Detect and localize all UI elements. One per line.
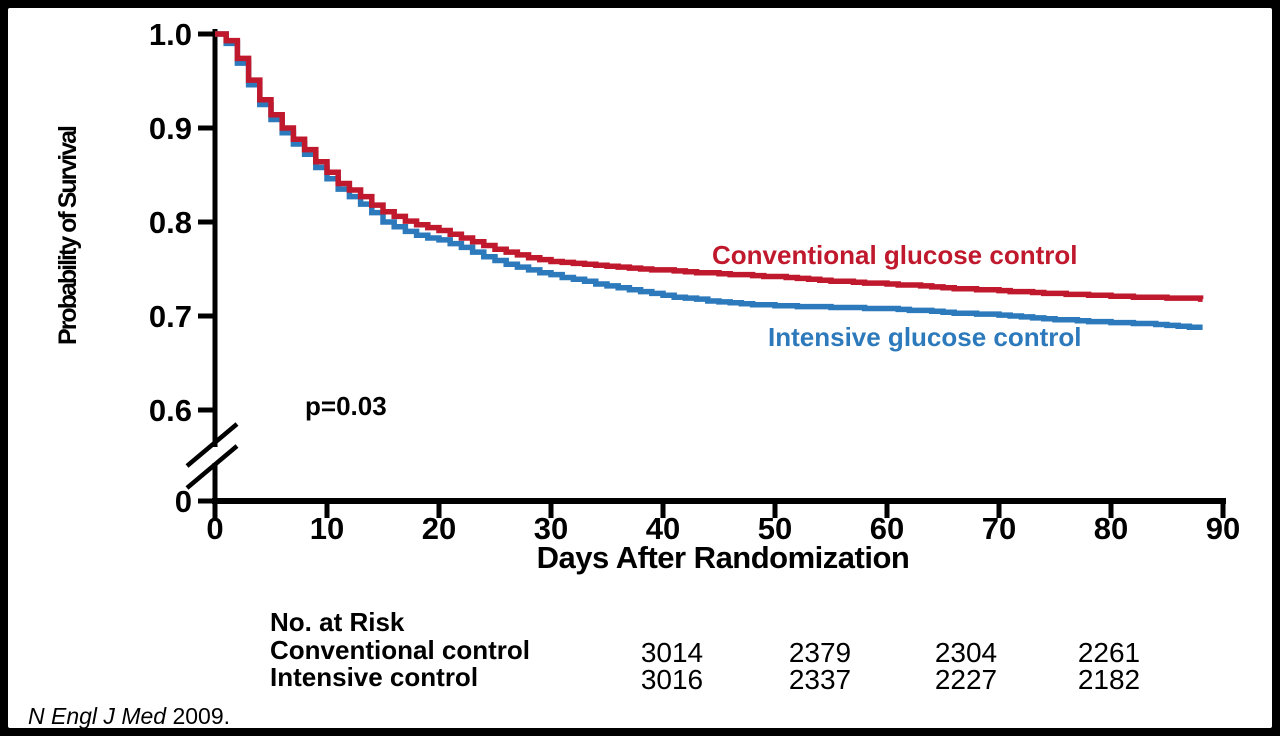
x-tick-label-80: 80: [1094, 511, 1128, 546]
x-tick-label-60: 60: [870, 511, 904, 546]
risk-row-conventional-label: Conventional control: [270, 635, 530, 665]
risk-value: 2261: [1077, 637, 1141, 668]
citation-year: 2009.: [166, 703, 231, 729]
risk-value: 3014: [640, 637, 704, 668]
legend-intensive-label: Intensive glucose control: [768, 322, 1082, 352]
risk-row-intensive-label: Intensive control: [270, 662, 479, 692]
y-tick-label-0.7: 0.7: [149, 299, 192, 334]
x-tick-label-0: 0: [206, 511, 223, 546]
x-tick-label-40: 40: [646, 511, 680, 546]
x-tick-label-30: 30: [534, 511, 568, 546]
x-tick-label-20: 20: [422, 511, 456, 546]
generated-chart-content: 1.0 0.9 0.8 0.7 0.6 00 10 20 30 40 50 60 70 80 90: [149, 17, 1240, 546]
survival-curve-intensive: [215, 31, 1203, 331]
y-tick-label-0: 0: [175, 484, 192, 519]
risk-value: 2304: [934, 637, 998, 668]
y-tick-label-0.6: 0.6: [149, 393, 192, 428]
risk-value: 2227: [934, 664, 998, 695]
citation: N Engl J Med 2009.: [28, 703, 231, 729]
x-tick-label-50: 50: [758, 511, 792, 546]
risk-value: 2182: [1077, 664, 1141, 695]
risk-value: 3016: [640, 664, 704, 695]
axis-break-mark: [185, 422, 239, 468]
y-tick-label-0.8: 0.8: [149, 205, 192, 240]
y-tick-label-1.0: 1.0: [149, 17, 192, 52]
y-axis: [185, 29, 239, 504]
risk-value: 2337: [788, 664, 852, 695]
y-axis-title: Probability of Survival: [54, 126, 82, 345]
x-tick-label-10: 10: [310, 511, 344, 546]
risk-table-title: No. at Risk: [270, 607, 405, 637]
citation-journal: N Engl J Med: [28, 703, 167, 729]
x-tick-label-90: 90: [1206, 511, 1240, 546]
legend-conventional-label: Conventional glucose control: [712, 240, 1077, 270]
x-axis-title: Days After Randomization: [537, 540, 910, 575]
survival-chart: 1.0 0.9 0.8 0.7 0.6 00 10 20 30 40 50 60 70 80 90 Prob…: [54, 17, 1240, 575]
axis-break-mark: [185, 444, 239, 490]
y-tick-label-0.9: 0.9: [149, 111, 192, 146]
survival-curve-conventional: [215, 31, 1204, 302]
x-tick-label-70: 70: [982, 511, 1016, 546]
p-value-annotation: p=0.03: [305, 391, 387, 421]
risk-value: 2379: [788, 637, 852, 668]
